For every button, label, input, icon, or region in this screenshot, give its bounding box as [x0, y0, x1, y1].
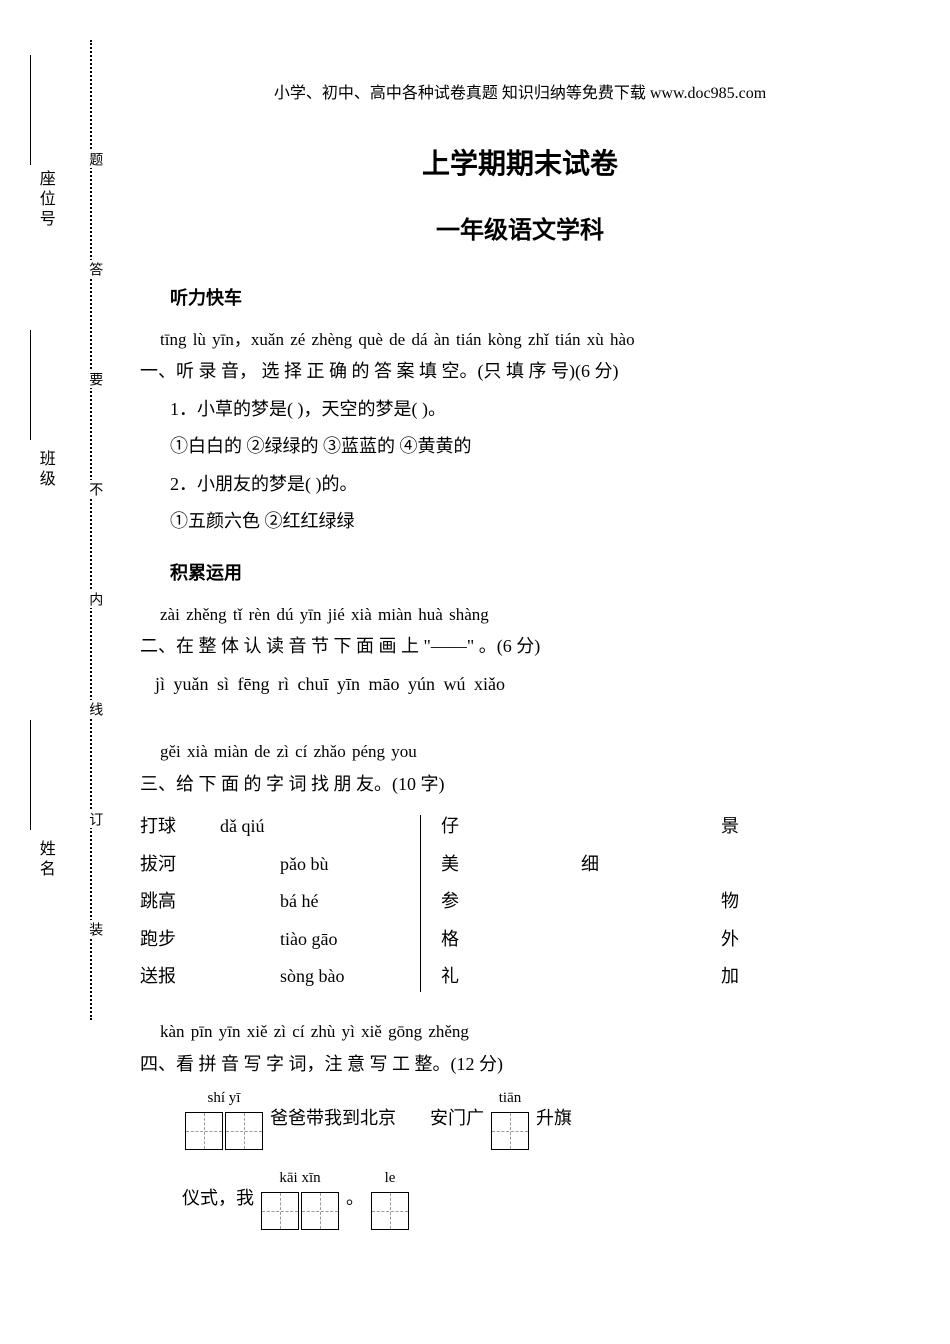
margin-seat-label: 座位号 [30, 170, 59, 230]
q4-text: 升旗 [536, 1102, 572, 1134]
binding-mark: 答 [82, 260, 107, 278]
match-left: 打球dǎ qiú 拔河 pǎo bù 跳高 bá hé 跑步 tiào gāo 送报 s… [140, 810, 420, 997]
match-cn: 跳高 [140, 885, 220, 917]
match-char [581, 923, 721, 955]
q4-py: kāi xīn [279, 1165, 320, 1192]
match-char [581, 810, 721, 842]
section-title-listening: 听力快车 [170, 282, 900, 314]
match-cn: 跑步 [140, 923, 220, 955]
q4-punct: 。 [346, 1182, 364, 1214]
tian-box [371, 1192, 409, 1230]
match-char: 细 [581, 848, 721, 880]
q3-heading: 三、给 下 面 的 字 词 找 朋 友。(10 字) [140, 768, 900, 800]
q4-text: 爸爸带我到北京 [270, 1102, 396, 1134]
title-main: 上学期期末试卷 [140, 139, 900, 189]
q2-section-heading: 二、在 整 体 认 读 音 节 下 面 画 上 "——" 。(6 分) [140, 630, 900, 662]
binding-mark: 要 [82, 370, 107, 388]
match-char: 格 [441, 923, 581, 955]
q4-py: shí yī [208, 1085, 241, 1112]
tian-box [185, 1112, 223, 1150]
q4-line1: shí yī 爸爸带我到北京 安门广 tiān 升旗 [180, 1085, 900, 1150]
page-header: 小学、初中、高中各种试卷真题 知识归纳等免费下载 www.doc985.com [140, 80, 900, 109]
match-cn: 拔河 [140, 848, 220, 880]
match-py: bá hé [280, 885, 318, 917]
page-content: 小学、初中、高中各种试卷真题 知识归纳等免费下载 www.doc985.com … [140, 80, 900, 1245]
match-py: sòng bào [280, 960, 345, 992]
binding-mark: 题 [82, 150, 107, 168]
match-char: 仔 [441, 810, 581, 842]
binding-mark: 装 [82, 920, 107, 938]
tian-box [301, 1192, 339, 1230]
match-char: 外 [721, 923, 861, 955]
binding-mark: 不 [82, 480, 107, 498]
q1-pinyin: tīng lù yīn，xuǎn zé zhèng què de dá àn t… [160, 325, 900, 356]
match-py: tiào gāo [280, 923, 337, 955]
q4-text: 仪式，我 [182, 1182, 254, 1214]
binding-margin: 姓名 班级 座位号 装 订 线 内 不 要 答 题 [30, 20, 120, 1020]
q1-text: 1．小草的梦是( )，天空的梦是( )。 [170, 393, 900, 425]
margin-class-label: 班级 [30, 450, 59, 490]
class-underline [30, 330, 31, 440]
binding-dotted-line [90, 40, 92, 1020]
match-char: 参 [441, 885, 581, 917]
q2-section-pinyin: zài zhěng tǐ rèn dú yīn jié xià miàn huà… [160, 600, 900, 631]
match-char [581, 885, 721, 917]
q4-py: tiān [499, 1085, 522, 1112]
binding-mark: 线 [82, 700, 107, 718]
q4-text: 安门广 [430, 1102, 484, 1134]
q3-pinyin: gěi xià miàn de zì cí zhǎo péng you [160, 737, 900, 768]
match-container: 打球dǎ qiú 拔河 pǎo bù 跳高 bá hé 跑步 tiào gāo 送报 s… [140, 810, 900, 997]
binding-mark: 订 [82, 810, 107, 828]
binding-mark: 内 [82, 590, 107, 608]
match-char: 美 [441, 848, 581, 880]
q2-options: ①五颜六色 ②红红绿绿 [170, 505, 900, 537]
tian-box [225, 1112, 263, 1150]
q1-options: ①白白的 ②绿绿的 ③蓝蓝的 ④黄黄的 [170, 430, 900, 462]
match-char: 礼 [441, 960, 581, 992]
match-separator [420, 815, 421, 992]
match-char [721, 848, 861, 880]
match-right: 仔 美 参 格 礼 细 景 物 外 加 [441, 810, 900, 997]
tian-box [491, 1112, 529, 1150]
match-cn: 打球 [140, 810, 220, 842]
match-char: 景 [721, 810, 861, 842]
match-py: dǎ qiú [220, 810, 265, 842]
margin-name-label: 姓名 [30, 840, 59, 880]
match-cn: 送报 [140, 960, 220, 992]
match-char: 加 [721, 960, 861, 992]
match-char [581, 960, 721, 992]
title-sub: 一年级语文学科 [140, 209, 900, 252]
name-underline [30, 720, 31, 830]
q2-items: jì yuǎn sì fēng rì chuī yīn māo yún wú x… [155, 668, 900, 700]
q2-text: 2．小朋友的梦是( )的。 [170, 468, 900, 500]
q4-pinyin: kàn pīn yīn xiě zì cí zhù yì xiě gōng zh… [160, 1017, 900, 1048]
q4-py: le [385, 1165, 396, 1192]
tian-box [261, 1192, 299, 1230]
q1-heading: 一、听 录 音， 选 择 正 确 的 答 案 填 空。(只 填 序 号)(6 分… [140, 355, 900, 387]
section-title-accumulate: 积累运用 [170, 557, 900, 589]
match-py: pǎo bù [280, 848, 329, 880]
seat-underline [30, 55, 31, 165]
match-char: 物 [721, 885, 861, 917]
q4-line2: 仪式，我 kāi xīn 。 le [180, 1165, 900, 1230]
q4-heading: 四、看 拼 音 写 字 词，注 意 写 工 整。(12 分) [140, 1048, 900, 1080]
